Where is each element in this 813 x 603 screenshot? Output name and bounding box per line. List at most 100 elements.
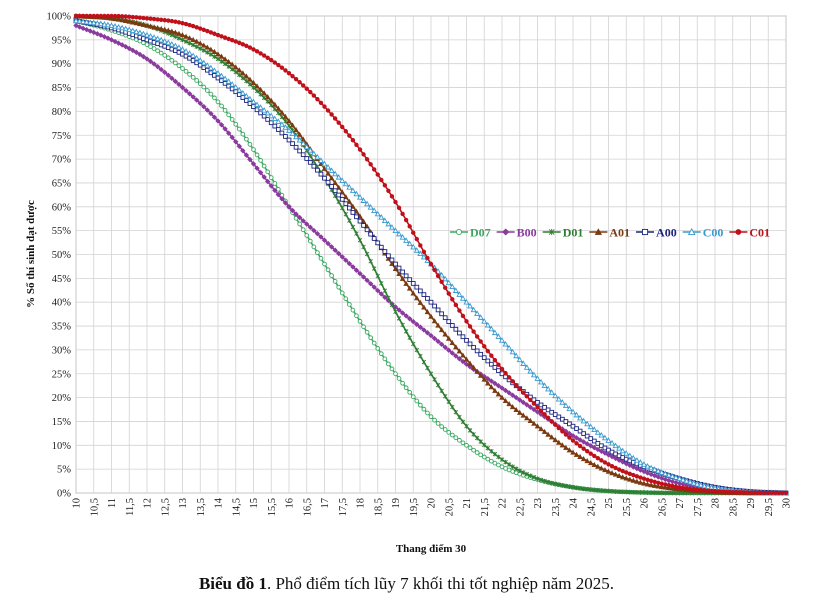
data-point-c01 bbox=[166, 18, 171, 23]
data-point-b00 bbox=[289, 207, 296, 214]
data-point-d07 bbox=[481, 454, 487, 460]
data-point-c01 bbox=[691, 487, 696, 492]
data-point-a01 bbox=[641, 480, 647, 486]
data-point-c01 bbox=[460, 313, 466, 319]
data-point-c01 bbox=[453, 302, 459, 308]
data-point-c00 bbox=[250, 98, 257, 105]
data-point-c00 bbox=[467, 302, 474, 309]
data-point-a00 bbox=[442, 315, 448, 321]
data-point-b00 bbox=[595, 446, 601, 453]
data-point-b00 bbox=[204, 107, 211, 113]
data-point-d01 bbox=[574, 485, 579, 491]
data-point-c00 bbox=[623, 450, 630, 456]
y-tick-label: 65% bbox=[52, 178, 72, 189]
data-point-c01 bbox=[130, 14, 136, 20]
data-point-d07 bbox=[265, 169, 271, 175]
data-point-b00 bbox=[154, 63, 161, 70]
data-point-d01 bbox=[645, 490, 650, 495]
data-point-c01 bbox=[439, 279, 444, 285]
data-point-a01 bbox=[186, 35, 193, 41]
data-point-a01 bbox=[655, 483, 661, 489]
data-point-d01 bbox=[396, 316, 402, 321]
data-point-a01 bbox=[609, 470, 615, 476]
data-point-b00 bbox=[527, 404, 534, 410]
data-point-a00 bbox=[283, 134, 288, 139]
data-point-b00 bbox=[286, 204, 292, 210]
data-point-b00 bbox=[414, 321, 420, 328]
data-point-c00 bbox=[236, 86, 243, 93]
data-point-c00 bbox=[584, 420, 591, 427]
data-point-c00 bbox=[80, 18, 87, 24]
data-point-d07 bbox=[222, 107, 228, 113]
data-point-d07 bbox=[375, 346, 381, 351]
data-point-c01 bbox=[666, 483, 672, 488]
data-point-b00 bbox=[335, 250, 342, 257]
data-point-d07 bbox=[293, 215, 299, 221]
data-point-d01 bbox=[269, 102, 274, 108]
data-point-a01 bbox=[435, 322, 441, 328]
data-point-c01 bbox=[577, 443, 583, 449]
legend-label-a01: A01 bbox=[609, 226, 630, 240]
data-point-b00 bbox=[119, 42, 125, 48]
data-point-d07 bbox=[205, 88, 210, 93]
data-point-c00 bbox=[356, 194, 364, 200]
data-point-d01 bbox=[606, 488, 611, 494]
data-point-c00 bbox=[566, 405, 573, 412]
data-point-c01 bbox=[364, 157, 370, 162]
data-point-d01 bbox=[343, 211, 349, 217]
data-point-a01 bbox=[176, 30, 182, 36]
data-point-c01 bbox=[311, 93, 317, 98]
data-point-c01 bbox=[350, 138, 356, 143]
data-point-a01 bbox=[488, 384, 495, 390]
data-point-a00 bbox=[315, 167, 320, 173]
data-point-d01 bbox=[457, 414, 462, 420]
data-point-a01 bbox=[151, 24, 157, 30]
data-point-c00 bbox=[648, 464, 655, 471]
data-point-d07 bbox=[467, 445, 473, 451]
data-point-b00 bbox=[573, 435, 580, 441]
data-point-c01 bbox=[95, 13, 100, 19]
data-point-d07 bbox=[350, 307, 356, 313]
data-point-c01 bbox=[645, 477, 650, 483]
data-point-d07 bbox=[272, 181, 278, 186]
data-point-c01 bbox=[567, 435, 572, 440]
data-point-d01 bbox=[375, 273, 380, 279]
data-point-d07 bbox=[428, 414, 434, 420]
data-point-a00 bbox=[350, 210, 356, 215]
data-point-d07 bbox=[354, 313, 359, 319]
data-point-a01 bbox=[197, 40, 204, 46]
data-point-c01 bbox=[769, 490, 774, 496]
data-point-c00 bbox=[222, 75, 229, 82]
data-point-c01 bbox=[198, 26, 203, 31]
data-point-a01 bbox=[587, 459, 594, 466]
data-point-d07 bbox=[425, 410, 430, 416]
data-point-d07 bbox=[201, 84, 207, 90]
y-tick-label: 45% bbox=[52, 274, 72, 285]
data-point-c00 bbox=[495, 333, 502, 339]
data-point-c01 bbox=[471, 329, 476, 334]
data-point-c00 bbox=[122, 25, 129, 32]
y-tick-label: 35% bbox=[52, 322, 72, 333]
data-point-c01 bbox=[489, 353, 494, 358]
data-point-a00 bbox=[481, 355, 487, 361]
data-point-d07 bbox=[339, 290, 345, 296]
data-point-a01 bbox=[591, 461, 598, 467]
data-point-d07 bbox=[485, 456, 491, 462]
data-point-c01 bbox=[91, 13, 96, 19]
data-point-b00 bbox=[211, 114, 218, 120]
data-point-d07 bbox=[432, 417, 437, 423]
data-point-c01 bbox=[400, 211, 405, 217]
data-point-c01 bbox=[673, 484, 679, 489]
figure-caption: Biểu đồ 1. Phổ điểm tích lũy 7 khối thi … bbox=[0, 574, 813, 594]
y-tick-label: 70% bbox=[52, 155, 72, 166]
y-tick-label: 100% bbox=[47, 12, 72, 23]
data-point-c00 bbox=[339, 177, 346, 183]
y-tick-label: 30% bbox=[52, 345, 72, 356]
data-point-a01 bbox=[531, 420, 537, 426]
data-point-c01 bbox=[588, 451, 593, 456]
data-point-d01 bbox=[535, 476, 540, 481]
data-point-d07 bbox=[471, 447, 476, 453]
data-point-a01 bbox=[154, 25, 161, 31]
x-tick-label: 17 bbox=[320, 498, 331, 509]
data-point-c00 bbox=[385, 220, 392, 227]
